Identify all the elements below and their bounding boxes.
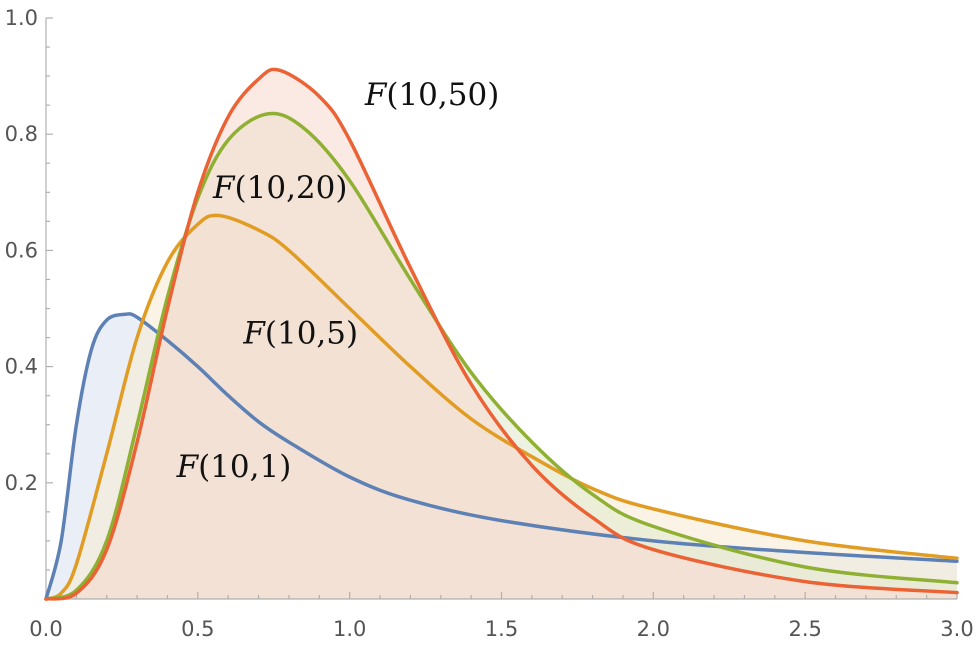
series-label-italic: F [212,170,236,206]
y-tick-label: 0.4 [5,355,38,379]
series-label-args: (10,20) [235,170,348,206]
y-tick-label: 0.6 [5,238,38,262]
series-label-italic: F [364,77,388,113]
series-line-f-10-50 [44,67,959,601]
series-label-italic: F [176,449,200,485]
series-line-f-10-1 [44,312,959,601]
series-fills [46,69,957,600]
x-tick-label: 2.5 [788,617,821,641]
series-fill-f-10-50 [46,69,957,600]
x-tick-label: 3.0 [940,617,973,641]
series-label-italic: F [242,315,266,351]
x-tick-label: 1.0 [333,617,366,641]
series-label-f-10-1: F(10,1) [176,449,292,485]
series-label-f-10-50: F(10,50) [364,77,499,113]
series-line-f-10-20 [44,111,959,601]
y-ticks: 0.2 0.4 0.6 0.8 1.0 [5,6,53,571]
series-label-f-10-20: F(10,20) [212,170,347,206]
x-tick-label: 0.5 [181,617,214,641]
y-tick-label: 0.2 [5,471,38,495]
y-tick-label: 0.8 [5,122,38,146]
x-tick-label: 2.0 [637,617,670,641]
series-line-f-10-5 [44,213,959,601]
x-tick-label: 0.0 [29,617,62,641]
x-ticks: 0.0 0.5 1.0 1.5 2.0 2.5 3.0 [29,592,974,641]
axes: 0.0 0.5 1.0 1.5 2.0 2.5 3.0 0.2 0.4 0.6 0.8 1.0 [5,6,974,641]
y-tick-label: 1.0 [5,6,38,30]
series-label-args: (10,50) [386,77,499,113]
series-label-args: (10,1) [198,449,291,485]
series-label-args: (10,5) [265,315,358,351]
series-label-f-10-5: F(10,5) [242,315,358,351]
x-tick-label: 1.5 [485,617,518,641]
series-lines [44,67,959,601]
series-labels: F(10,1)F(10,5)F(10,20)F(10,50) [176,77,500,485]
